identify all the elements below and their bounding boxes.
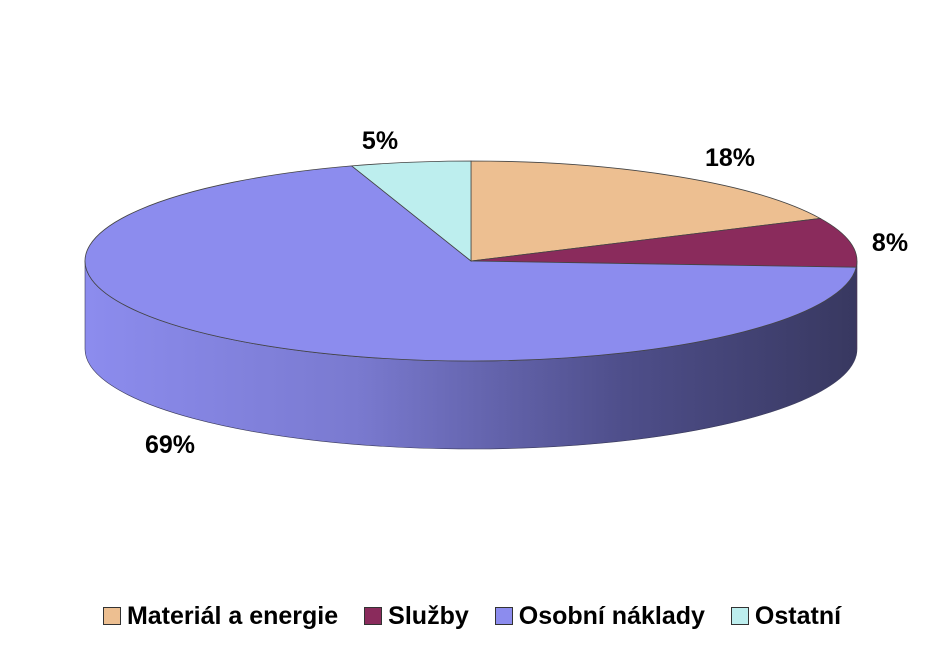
pie-tops	[84, 160, 858, 362]
legend-swatch	[730, 607, 749, 625]
pie-slice-sluzby	[470, 218, 858, 268]
data-label-ostatni: 5%	[362, 127, 398, 155]
legend: Materiál a energie Služby Osobní náklady…	[0, 596, 944, 636]
legend-label: Osobní náklady	[518, 601, 705, 630]
data-label-material-a-energie: 18%	[705, 144, 755, 172]
legend-swatch	[364, 607, 383, 625]
legend-item-materialy: Materiál a energie	[102, 601, 339, 631]
data-label-osobni-naklady: 69%	[145, 431, 195, 459]
legend-swatch	[494, 607, 513, 625]
pie-labels: 18% 8% 69% 5%	[145, 127, 908, 459]
data-label-sluzby: 8%	[872, 229, 908, 257]
legend-item-osobni-naklady: Osobní náklady	[494, 601, 705, 631]
legend-swatch	[102, 607, 121, 625]
pie-slice-ostatni	[350, 160, 472, 262]
legend-label: Materiál a energie	[126, 601, 339, 630]
pie-slice-material-a-energie	[470, 160, 822, 262]
legend-item-ostatni: Ostatní	[730, 601, 842, 631]
legend-item-sluzby: Služby	[364, 602, 469, 631]
legend-label: Ostatní	[754, 601, 842, 630]
pie-slice-osobni-naklady	[84, 165, 857, 362]
legend-label: Služby	[388, 601, 469, 630]
